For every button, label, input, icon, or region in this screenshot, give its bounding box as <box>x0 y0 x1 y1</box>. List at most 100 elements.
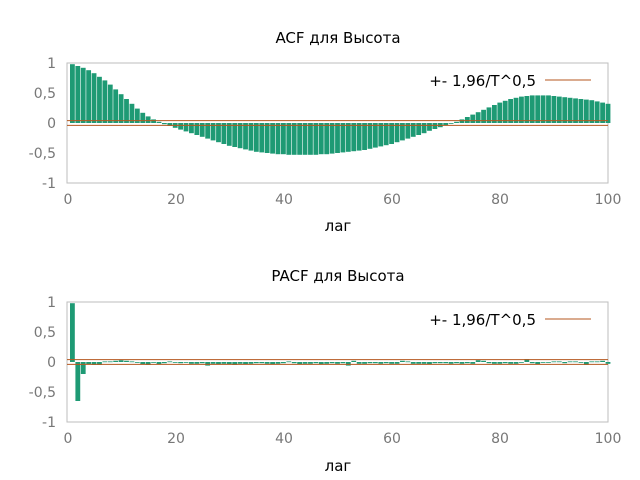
pacf-bar <box>502 362 508 364</box>
acf-xtick-label: 100 <box>595 192 622 208</box>
acf-bar <box>573 98 578 123</box>
pacf-bar <box>351 360 357 362</box>
acf-bar <box>264 123 270 153</box>
acf-bar <box>335 123 340 153</box>
pacf-xtick-label: 40 <box>275 431 293 447</box>
acf-bar <box>161 123 167 125</box>
acf-bar <box>107 84 113 123</box>
pacf-xtick-label: 60 <box>383 431 401 447</box>
acf-bar <box>594 101 600 123</box>
pacf-bar <box>519 362 524 363</box>
acf-bar <box>210 123 216 141</box>
pacf-bar <box>253 362 259 364</box>
pacf-bar <box>459 362 465 364</box>
pacf-title: PACF для Высота <box>271 267 404 285</box>
pacf-bar <box>481 360 486 362</box>
acf-bar <box>243 123 248 150</box>
acf-ytick-label: 1 <box>47 56 56 72</box>
acf-bar <box>556 96 562 123</box>
pacf-xtick-label: 20 <box>167 431 185 447</box>
pacf-bar <box>405 361 411 363</box>
pacf-bar <box>605 362 611 364</box>
pacf-bar <box>475 360 481 362</box>
acf-bar <box>140 112 146 123</box>
pacf-bar <box>172 362 178 363</box>
pacf-bar <box>134 362 140 363</box>
pacf-bars <box>70 303 611 401</box>
pacf-bar <box>107 361 113 363</box>
acf-bar <box>519 96 524 123</box>
pacf-bar <box>464 362 470 364</box>
acf-bar <box>308 123 313 155</box>
acf-bar <box>113 89 119 123</box>
pacf-bar <box>129 361 135 363</box>
pacf-panel: PACF для Высота +- 1,96/T^0,5 1 0,5 0 -0… <box>29 267 622 475</box>
pacf-xtick-label: 80 <box>491 431 509 447</box>
acf-bar <box>221 123 227 144</box>
pacf-bar <box>80 362 86 374</box>
acf-bar <box>286 123 292 155</box>
acf-bar <box>475 112 481 123</box>
pacf-y-ticks: 1 0,5 0 -0,5 -1 <box>29 295 56 431</box>
pacf-bar <box>145 362 151 365</box>
pacf-bar <box>508 362 514 364</box>
acf-bar <box>378 123 384 147</box>
pacf-bar <box>199 362 205 364</box>
pacf-bar <box>161 362 167 364</box>
pacf-bar <box>86 362 92 365</box>
pacf-bar <box>205 362 211 366</box>
acf-bar <box>535 95 541 123</box>
pacf-bar <box>524 359 530 362</box>
pacf-bar <box>167 361 173 363</box>
pacf-bar <box>454 362 459 364</box>
pacf-bar <box>432 362 438 364</box>
acf-bar <box>129 103 135 123</box>
pacf-xtick-label: 0 <box>64 431 73 447</box>
pacf-bar <box>546 362 551 363</box>
acf-bar <box>508 99 514 123</box>
acf-bar <box>578 99 584 123</box>
pacf-bar <box>345 362 351 366</box>
acf-bar <box>481 109 486 123</box>
acf-bar <box>589 100 595 123</box>
pacf-bar <box>281 362 286 364</box>
pacf-bar <box>124 360 129 362</box>
acf-bar <box>470 114 476 123</box>
pacf-bar <box>491 362 497 364</box>
pacf-bar <box>226 362 232 365</box>
pacf-bar <box>291 362 297 364</box>
acf-bar <box>416 123 422 135</box>
pacf-bar <box>600 360 605 362</box>
pacf-x-axis-label: лаг <box>325 457 352 475</box>
acf-bar <box>529 95 535 123</box>
pacf-bar <box>302 362 308 364</box>
acf-bar <box>497 102 503 123</box>
acf-ytick-label: -1 <box>42 176 56 192</box>
pacf-bar <box>540 362 546 363</box>
pacf-ytick-label: 1 <box>47 295 56 311</box>
pacf-legend-label: +- 1,96/T^0,5 <box>429 311 536 329</box>
acf-bar <box>600 102 605 123</box>
acf-bar <box>318 123 324 155</box>
acf-bar <box>151 119 156 123</box>
pacf-bar <box>551 361 557 363</box>
pacf-bar <box>389 362 394 364</box>
acf-x-axis-label: лаг <box>325 217 352 235</box>
acf-bar <box>491 105 497 123</box>
acf-bar <box>367 123 373 149</box>
pacf-bar <box>594 361 600 363</box>
acf-bar <box>275 123 281 155</box>
pacf-plot-area: +- 1,96/T^0,5 <box>66 301 611 423</box>
pacf-bar <box>91 362 97 365</box>
pacf-bar <box>578 362 584 363</box>
pacf-legend: +- 1,96/T^0,5 <box>429 311 591 329</box>
acf-bar <box>432 123 438 129</box>
pacf-ytick-label: 0,5 <box>34 325 56 341</box>
pacf-bar <box>448 362 454 364</box>
acf-legend-label: +- 1,96/T^0,5 <box>429 72 536 90</box>
acf-bar <box>281 123 286 155</box>
pacf-bar <box>248 362 254 364</box>
pacf-bar <box>362 362 367 364</box>
acf-bar <box>102 80 108 123</box>
pacf-bar <box>400 360 405 362</box>
